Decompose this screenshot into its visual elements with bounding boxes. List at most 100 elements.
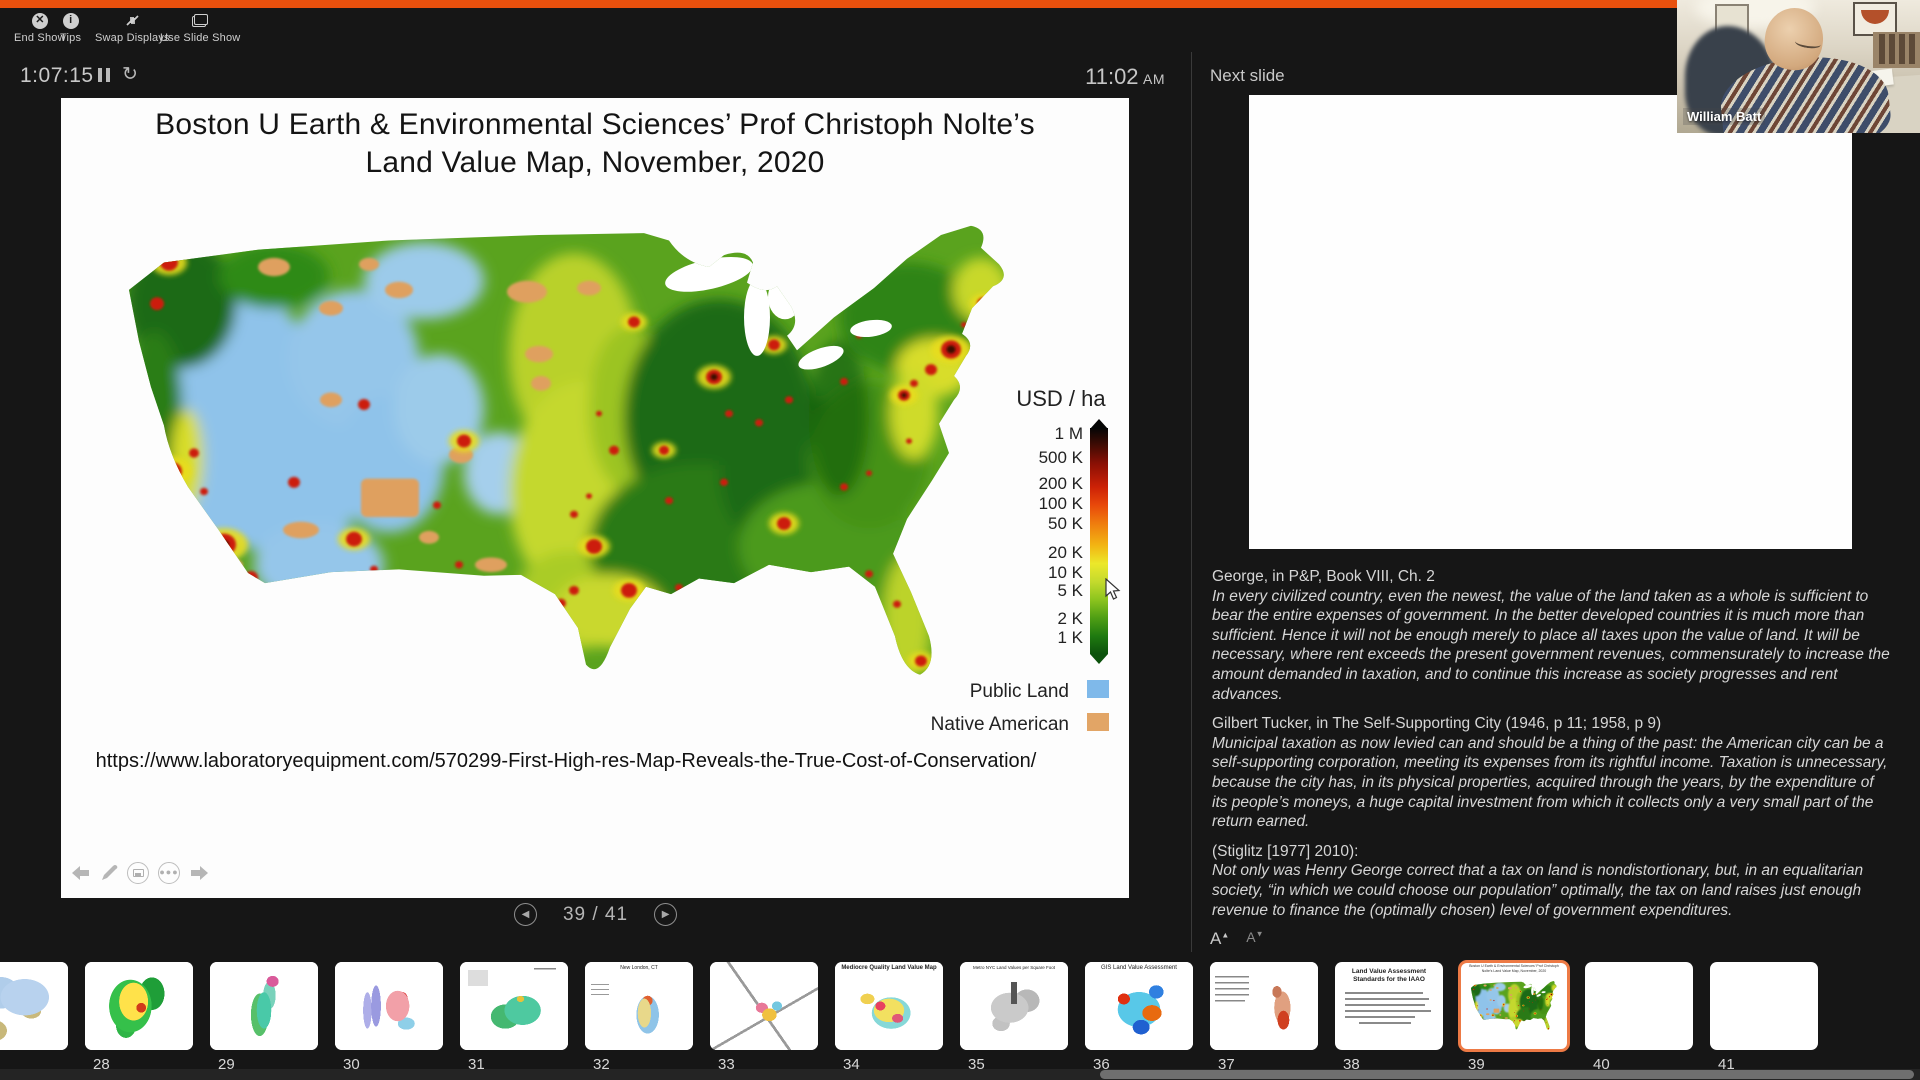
participant-name-badge: William Batt [1683, 108, 1766, 125]
slide-filmstrip: 27 28 29 30 31 New London, CT 32 33 Medi… [0, 960, 1920, 1080]
thumbnail-number: 37 [1218, 1056, 1235, 1073]
thumbnail-caption: Land Value Assessment Standards for the … [1351, 968, 1427, 983]
webcam-video: William Batt [1677, 0, 1920, 133]
displays-icon [192, 12, 209, 29]
slide-navigation: ◀ 39 / 41 ▶ [0, 903, 1191, 926]
elapsed-timer: 1:07:15 [20, 64, 94, 87]
legend-tick: 10 K [1048, 563, 1083, 582]
thumbnail-slide-39-current[interactable]: Boston U Earth & Environmental Sciences’… [1458, 960, 1570, 1052]
next-slide-label: Next slide [1210, 66, 1285, 85]
next-slide-preview [1249, 95, 1852, 549]
thumbnail-number: 28 [93, 1056, 110, 1073]
thumbnail-slide-27[interactable] [0, 962, 68, 1050]
thumbnail-caption: Boston U Earth & Environmental Sciences’… [1469, 964, 1559, 973]
filmstrip-scrollbar-track[interactable] [0, 1069, 1920, 1080]
colorbar-bottom-arrow [1090, 654, 1108, 664]
thumbnail-number: 40 [1593, 1056, 1610, 1073]
note-body: Municipal taxation as now levied can and… [1212, 734, 1888, 831]
legend-colorbar [1090, 428, 1108, 654]
thumbnail-number: 30 [343, 1056, 360, 1073]
next-arrow-icon[interactable] [189, 865, 209, 881]
thumbnail-number: 41 [1718, 1056, 1735, 1073]
colorbar-top-arrow [1090, 419, 1108, 429]
note-body: Not only was Henry George correct that a… [1212, 862, 1864, 919]
previous-arrow-icon[interactable] [71, 865, 91, 881]
wall-clock: 11:02 AM [1085, 64, 1165, 89]
thumbnail-slide-37[interactable] [1210, 962, 1318, 1050]
thumbnail-slide-35[interactable]: Metro NYC Land Values per Square Foot [960, 962, 1068, 1050]
thumbnail-number: 33 [718, 1056, 735, 1073]
thumbnail-slide-33[interactable] [710, 962, 818, 1050]
thumbnail-slide-40[interactable] [1585, 962, 1693, 1050]
legend-tick: 50 K [1048, 514, 1083, 533]
pen-icon[interactable] [100, 864, 118, 882]
public-land-swatch [1087, 680, 1109, 698]
legend-tick: 1 K [1057, 628, 1083, 647]
current-slide: Boston U Earth & Environmental Sciences’… [61, 98, 1129, 898]
bookshelf [1873, 32, 1920, 68]
legend-tick: 2 K [1057, 609, 1083, 628]
info-icon: i [62, 12, 79, 29]
next-slide-button[interactable]: ▶ [654, 903, 678, 926]
public-land-label: Public Land [969, 681, 1069, 702]
thumbnail-slide-31[interactable] [460, 962, 568, 1050]
legend-title: USD / ha [1016, 386, 1106, 411]
thumbnail-slide-34[interactable]: Mediocre Quality Land Value Map [835, 962, 943, 1050]
filmstrip-scrollbar-handle[interactable] [1100, 1070, 1914, 1079]
slide-title-line2: Land Value Map, November, 2020 [365, 146, 825, 179]
thumbnail-slide-32[interactable]: New London, CT [585, 962, 693, 1050]
thumbnail-caption: Metro NYC Land Values per Square Foot [973, 965, 1055, 970]
decrease-font-button[interactable]: A▼ [1246, 929, 1264, 945]
swap-arrows-icon [124, 12, 141, 29]
note-heading: Gilbert Tucker, in The Self-Supporting C… [1212, 715, 1662, 733]
note-heading: George, in P&P, Book VIII, Ch. 2 [1212, 568, 1435, 585]
speaker-notes: George, in P&P, Book VIII, Ch. 2 In ever… [1212, 567, 1890, 920]
increase-font-button[interactable]: A▲ [1210, 929, 1230, 948]
slide-navigator-icon[interactable] [127, 862, 149, 884]
thumbnail-slide-28[interactable] [85, 962, 193, 1050]
thumbnail-number: 29 [218, 1056, 235, 1073]
slide-title-line1: Boston U Earth & Environmental Sciences’… [155, 108, 1035, 141]
reset-timer-icon[interactable]: ↻ [122, 64, 138, 85]
slide-counter: 39 / 41 [562, 903, 629, 925]
legend-tick: 20 K [1048, 543, 1083, 562]
use-slide-show-button[interactable]: Use Slide Show [160, 12, 240, 44]
thumbnail-caption: New London, CT [620, 965, 658, 971]
note-body: In every civilized country, even the new… [1212, 587, 1890, 703]
thumbnail-slide-36[interactable]: GIS Land Value Assessment [1085, 962, 1193, 1050]
thumbnail-number: 34 [843, 1056, 860, 1073]
thumbnail-number: 39 [1468, 1056, 1485, 1073]
note-heading: (Stiglitz [1977] 2010): [1212, 842, 1359, 860]
pause-timer-icon[interactable] [98, 68, 112, 82]
top-accent-bar [0, 0, 1920, 8]
swap-displays-button[interactable]: Swap Displays [95, 12, 170, 44]
more-options-icon[interactable]: ●●● [158, 862, 180, 884]
thumbnail-slide-30[interactable] [335, 962, 443, 1050]
thumbnail-caption: Mediocre Quality Land Value Map [841, 965, 937, 971]
legend-tick: 500 K [1038, 448, 1083, 467]
thumbnail-slide-29[interactable] [210, 962, 318, 1050]
legend-tick: 100 K [1038, 494, 1083, 513]
pane-divider [1191, 52, 1192, 952]
tips-button[interactable]: i Tips [60, 12, 82, 44]
annotation-toolbar: ●●● [71, 862, 209, 884]
thumbnail-slide-41[interactable] [1710, 962, 1818, 1050]
native-american-label: Native American [930, 714, 1069, 735]
wall-picture [1853, 2, 1897, 36]
thumbnail-slide-38[interactable]: Land Value Assessment Standards for the … [1335, 962, 1443, 1050]
end-show-button[interactable]: ✕ End Show [14, 12, 66, 44]
thumbnail-number: 38 [1343, 1056, 1360, 1073]
thumbnail-number: 36 [1093, 1056, 1110, 1073]
legend-tick: 5 K [1057, 581, 1083, 600]
legend-tick: 1 M [1054, 424, 1083, 443]
end-show-icon: ✕ [31, 12, 48, 29]
slide-source-url: https://www.laboratoryequipment.com/5702… [95, 750, 1037, 772]
thumbnail-number: 32 [593, 1056, 610, 1073]
legend-tick: 200 K [1038, 474, 1083, 493]
thumbnail-number: 35 [968, 1056, 985, 1073]
thumbnail-number: 31 [468, 1056, 485, 1073]
previous-slide-button[interactable]: ◀ [513, 903, 537, 926]
thumbnail-caption: GIS Land Value Assessment [1101, 965, 1177, 971]
mouse-cursor [1105, 578, 1121, 600]
